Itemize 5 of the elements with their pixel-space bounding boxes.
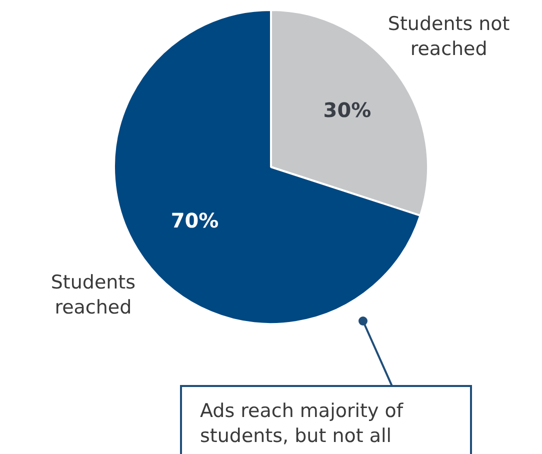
text: Ads reach majority of students, but not all [180,385,472,454]
data-label: 30% [323,98,372,122]
slice-label: Students reached [50,272,136,319]
data-label: 70% [170,208,219,233]
slice-label: Students not reached [388,13,510,60]
